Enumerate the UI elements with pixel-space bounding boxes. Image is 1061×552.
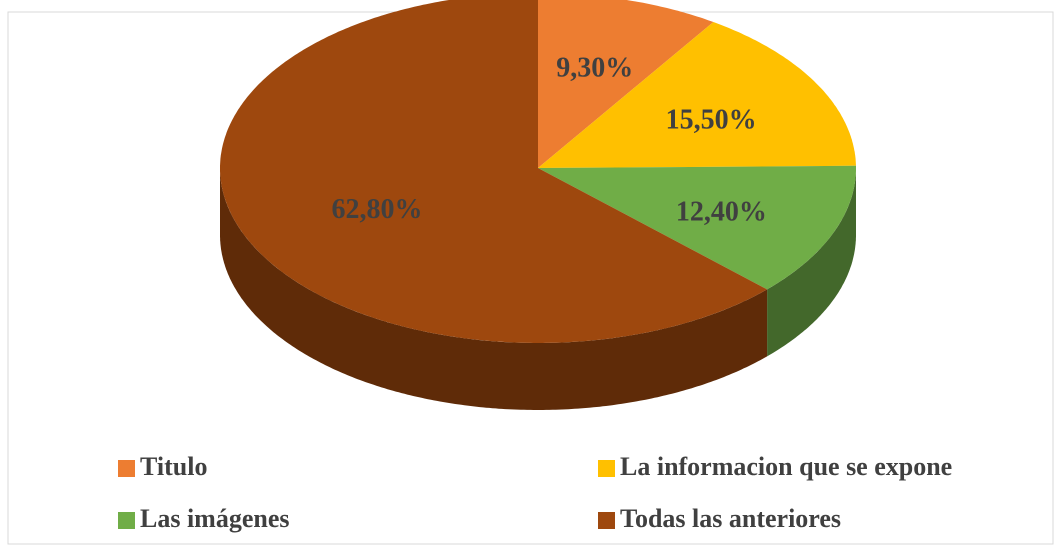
slice-side xyxy=(767,168,856,357)
legend-label: Las imágenes xyxy=(140,504,290,533)
value-label: 12,40% xyxy=(676,196,767,227)
legend-label: Titulo xyxy=(140,452,207,481)
value-label: 9,30% xyxy=(556,53,633,84)
legend-swatch xyxy=(118,512,135,529)
slice-side xyxy=(220,168,768,410)
slice xyxy=(538,0,714,168)
value-label: 62,80% xyxy=(332,194,423,225)
legend-label: Todas las anteriores xyxy=(620,504,841,533)
slice xyxy=(538,165,856,290)
value-label: 15,50% xyxy=(666,104,757,135)
legend-swatch xyxy=(118,460,135,477)
legend-swatch xyxy=(598,512,615,529)
legend-swatch xyxy=(598,460,615,477)
slice xyxy=(220,0,768,343)
legend-label: La informacion que se expone xyxy=(620,452,952,481)
slice xyxy=(538,22,856,168)
